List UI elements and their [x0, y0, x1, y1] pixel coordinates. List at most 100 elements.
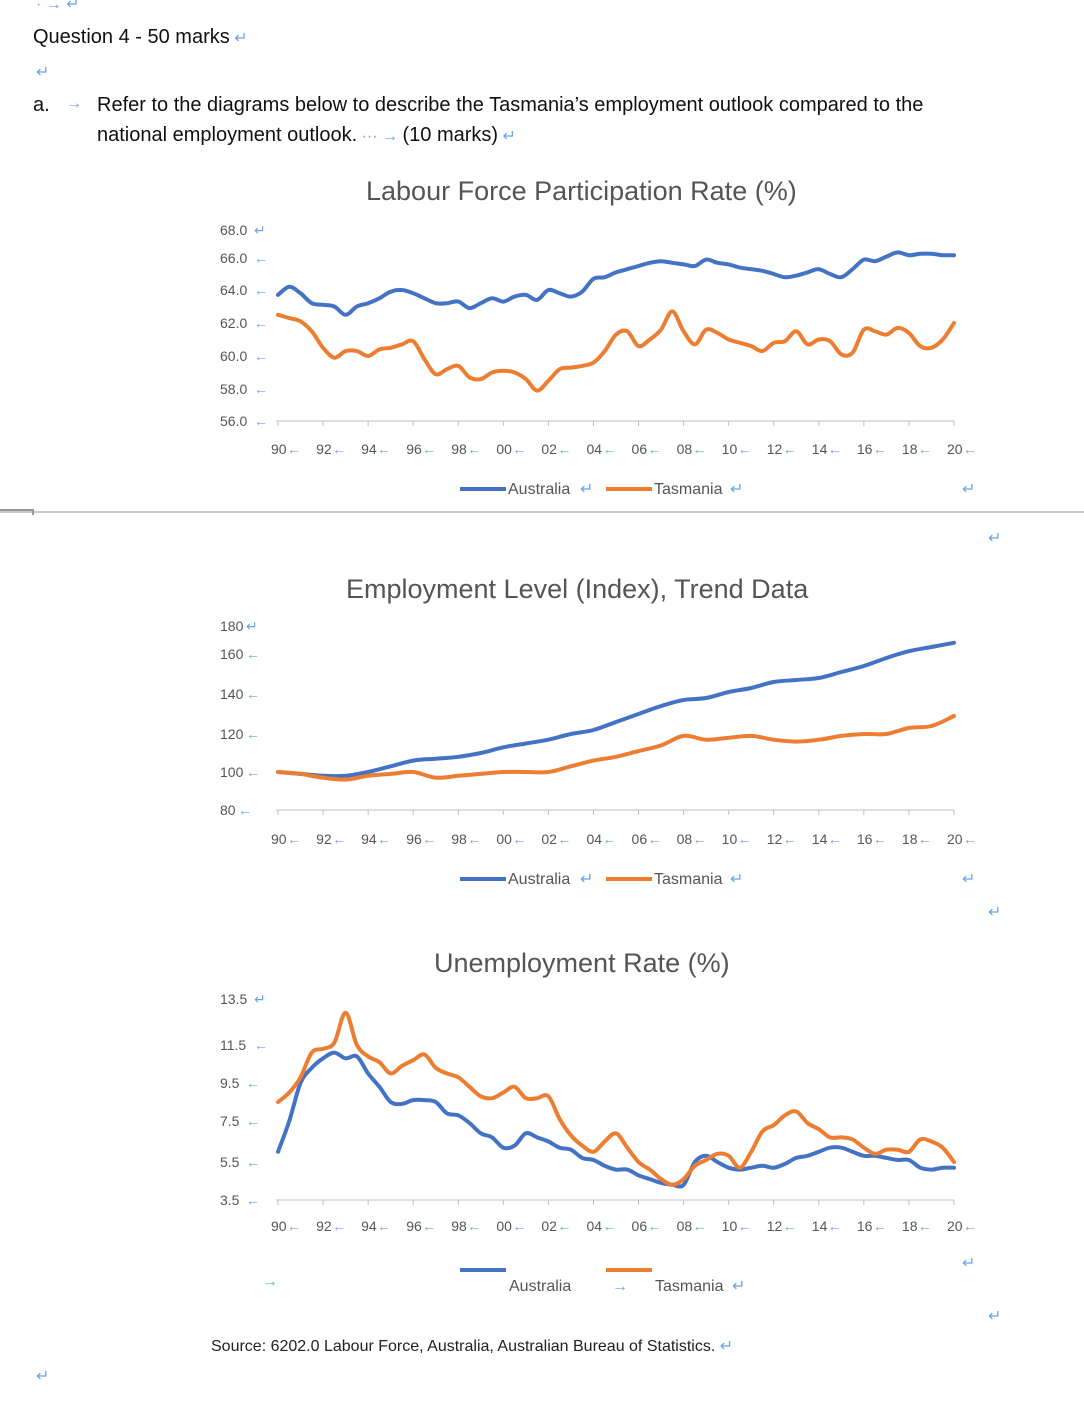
- chart-title: Labour Force Participation Rate (%): [366, 176, 797, 206]
- x-tick-label: 14: [812, 441, 828, 457]
- return-mark: ↵: [715, 1338, 734, 1355]
- question-text: Refer to the diagrams below to describe …: [97, 90, 1077, 152]
- x-tick-label: 20: [947, 441, 963, 457]
- question-text-line1: Refer to the diagrams below to describe …: [97, 94, 924, 116]
- return-mark: ↵: [498, 128, 516, 145]
- x-tick-label: 12: [767, 831, 783, 847]
- x-tick-label: 90: [271, 831, 287, 847]
- y-tick-label: 100: [220, 764, 244, 780]
- return-mark: ↵: [36, 1368, 50, 1385]
- y-tick-label: 3.5: [220, 1192, 240, 1208]
- question-heading-text: Question 4 - 50 marks: [33, 26, 230, 48]
- x-tick-label: 00: [496, 1218, 512, 1234]
- series-line-australia: [276, 1050, 956, 1189]
- return-mark: ←: [783, 441, 797, 457]
- y-tick-label: 66.0: [220, 250, 247, 266]
- return-mark: ←: [332, 1218, 346, 1234]
- source-text: Source: 6202.0 Labour Force, Australia, …: [211, 1338, 716, 1355]
- x-tick-label: 00: [496, 831, 512, 847]
- return-mark: ←: [246, 1075, 260, 1091]
- return-mark: ↵: [988, 904, 1002, 921]
- x-tick-label: 08: [677, 441, 693, 457]
- page-divider: [0, 511, 1084, 513]
- y-tick-label: 5.5: [220, 1154, 240, 1170]
- y-tick-label: 60.0: [220, 348, 247, 364]
- return-mark: ←: [963, 441, 977, 457]
- page-divider-marker: [0, 509, 34, 515]
- return-mark: ←: [246, 1154, 260, 1170]
- x-tick-label: 94: [361, 1218, 377, 1234]
- return-mark: ←: [557, 831, 571, 847]
- return-mark: ←: [873, 441, 887, 457]
- return-mark: ←: [332, 441, 346, 457]
- return-mark: ↵: [246, 618, 258, 634]
- return-mark: ←: [287, 441, 301, 457]
- y-tick-label: 13.5: [220, 991, 247, 1007]
- return-mark: ←: [918, 831, 932, 847]
- x-tick-label: 10: [722, 831, 738, 847]
- x-tick-label: 08: [677, 1218, 693, 1234]
- return-mark: ←: [648, 831, 662, 847]
- return-mark: ↵: [988, 1308, 1002, 1325]
- chart-title: Employment Level (Index), Trend Data: [346, 574, 809, 604]
- x-tick-label: 92: [316, 1218, 332, 1234]
- return-mark: ↵: [580, 871, 593, 888]
- return-mark: ←: [738, 441, 752, 457]
- legend-label: Australia: [508, 481, 570, 498]
- return-mark: ↵: [730, 481, 743, 498]
- return-mark: ←: [873, 831, 887, 847]
- tab-arrow-mark: ··· →: [357, 128, 403, 145]
- return-mark: ↵: [962, 481, 975, 498]
- y-tick-label: 62.0: [220, 315, 247, 331]
- return-mark: ←: [557, 1218, 571, 1234]
- x-tick-label: 96: [406, 1218, 422, 1234]
- x-tick-label: 02: [541, 1218, 557, 1234]
- series-line-australia: [276, 640, 956, 779]
- return-mark: ↵: [580, 481, 593, 498]
- x-tick-label: 04: [586, 1218, 602, 1234]
- return-mark: ←: [254, 282, 268, 298]
- return-mark: ←: [648, 1218, 662, 1234]
- return-mark: ←: [783, 831, 797, 847]
- return-mark: ←: [783, 1218, 797, 1234]
- return-mark: ←: [287, 831, 301, 847]
- return-mark: ←: [873, 1218, 887, 1234]
- return-mark: ←: [287, 1218, 301, 1234]
- series-line-tasmania: [276, 714, 956, 782]
- x-tick-label: 18: [902, 831, 918, 847]
- participation-rate-chart: 68.0 ↵66.0 ←64.0 ←62.0 ←60.0 ←58.0 ←56.0 ←90 ← 92…: [220, 222, 977, 498]
- legend-label: Tasmania: [654, 481, 723, 498]
- x-tick-label: 98: [451, 831, 467, 847]
- return-mark: ←: [918, 441, 932, 457]
- return-mark: ←: [512, 441, 526, 457]
- return-mark: ←: [963, 831, 977, 847]
- x-tick-label: 12: [767, 441, 783, 457]
- question-heading: Question 4 - 50 marks ↵: [33, 26, 248, 49]
- x-tick-label: 06: [632, 441, 648, 457]
- series-line-tasmania: [276, 1010, 956, 1187]
- return-mark: ↵: [732, 1278, 745, 1295]
- return-mark: ←: [738, 1218, 752, 1234]
- legend-label: Tasmania: [655, 1278, 724, 1295]
- y-tick-label: 80: [220, 802, 236, 818]
- return-mark: ←: [602, 831, 616, 847]
- y-tick-label: 160: [220, 646, 244, 662]
- return-mark: ←: [918, 1218, 932, 1234]
- return-mark: ←: [377, 1218, 391, 1234]
- x-tick-label: 96: [406, 441, 422, 457]
- question-part-label: a.: [33, 94, 50, 116]
- y-tick-label: 7.5: [220, 1113, 240, 1129]
- question-text-line2: national employment outlook. ··· → (10 m…: [97, 120, 1077, 152]
- x-tick-label: 08: [677, 831, 693, 847]
- return-mark: ←: [467, 441, 481, 457]
- y-tick-label: 140: [220, 686, 244, 702]
- return-mark: ←: [693, 831, 707, 847]
- y-tick-label: 120: [220, 726, 244, 742]
- chart-title: Unemployment Rate (%): [434, 948, 730, 978]
- x-tick-label: 18: [902, 1218, 918, 1234]
- x-tick-label: 16: [857, 441, 873, 457]
- x-tick-label: 92: [316, 441, 332, 457]
- tab-arrow-mark: →: [66, 95, 82, 112]
- x-tick-label: 16: [857, 831, 873, 847]
- x-tick-label: 12: [767, 1218, 783, 1234]
